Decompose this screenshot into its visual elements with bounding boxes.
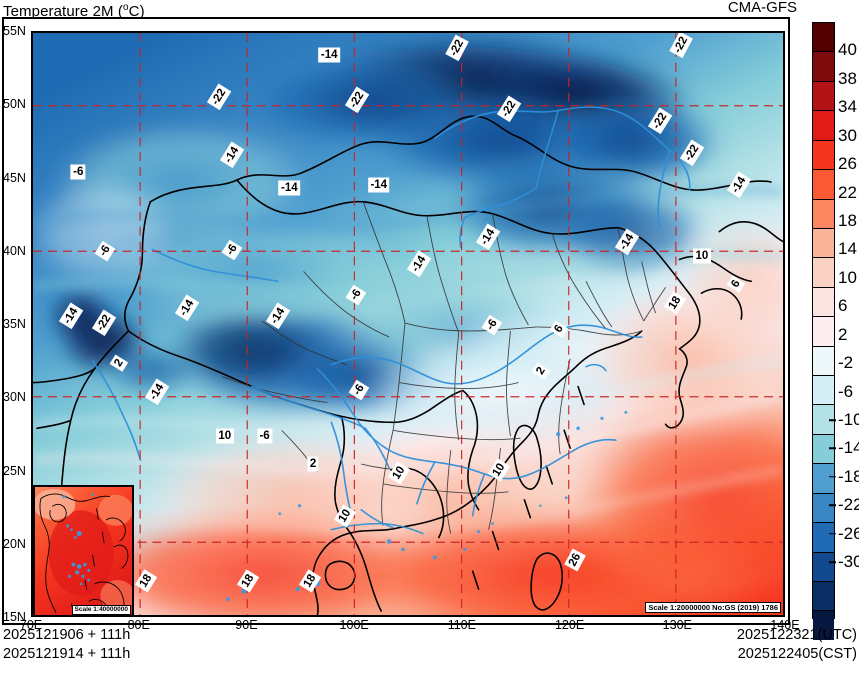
- water-specks: [225, 410, 628, 602]
- colorbar-band: [813, 404, 834, 434]
- colorbar-band: [813, 286, 834, 317]
- colorbar-tick--6: -6: [838, 381, 854, 401]
- lon-tick-130E: 130E: [662, 618, 692, 632]
- colorbar-band: [813, 433, 834, 464]
- province-borders: [221, 201, 666, 534]
- colorbar-tick-18: 18: [838, 211, 857, 230]
- map-plot-area[interactable]: -14 -22 -22 -6 -14 -22 -22 -22 -22 -22 -14 -14 -14 -6…: [31, 31, 785, 617]
- lon-tick-90E: 90E: [235, 618, 258, 632]
- colorbar-tick-14: 14: [838, 239, 857, 259]
- colorbar-tick--18: -18: [838, 466, 859, 486]
- contour-label: -14: [279, 181, 300, 196]
- colorbar-tick-2: 2: [838, 324, 848, 344]
- colorbar-bands: [812, 22, 835, 640]
- lat-tick-40N: 40N: [3, 243, 26, 258]
- lat-tick-45N: 45N: [3, 170, 26, 185]
- colorbar-tick--26: -26: [838, 523, 859, 543]
- colorbar-band: [813, 227, 834, 258]
- colorbar-band: [813, 581, 834, 611]
- lon-tick-120E: 120E: [554, 618, 585, 632]
- colorbar[interactable]: [812, 22, 835, 640]
- degree-symbol: o: [122, 2, 129, 13]
- contour-label: 10: [693, 248, 711, 263]
- colorbar-tick-26: 26: [838, 154, 857, 174]
- colorbar-band: [813, 610, 834, 640]
- page-title-unit: C): [128, 3, 145, 20]
- latlon-grid: [33, 33, 783, 615]
- colorbar-tick-30: 30: [838, 125, 857, 145]
- colorbar-band: [813, 375, 834, 405]
- colorbar-band: [813, 345, 834, 376]
- lat-tick-20N: 20N: [3, 536, 26, 551]
- page-title-text: Temperature 2M (: [3, 3, 123, 20]
- colorbar-tick-mark: [829, 532, 836, 535]
- lat-tick-30N: 30N: [3, 390, 26, 405]
- colorbar-band: [813, 316, 834, 346]
- contour-label: -14: [368, 178, 390, 193]
- contour-label: -14: [318, 47, 340, 62]
- colorbar-tick--10: -10: [838, 410, 859, 429]
- run-time-cst-label: 2025121914 + 111h: [3, 646, 131, 662]
- colorbar-tick-mark: [829, 561, 836, 563]
- colorbar-tick-mark: [829, 447, 836, 450]
- colorbar-tick--14: -14: [838, 438, 859, 458]
- colorbar-band: [813, 80, 834, 111]
- lon-tick-70E: 70E: [19, 618, 43, 632]
- run-time-utc-label: 2025121906 + 111h: [3, 627, 131, 643]
- valid-time-utc-label: 2025122321(UTC): [736, 627, 857, 643]
- colorbar-band: [813, 257, 834, 287]
- colorbar-tick-mark: [829, 419, 836, 421]
- contour-label: -6: [71, 165, 86, 180]
- inset-scale-label: Scale 1:40000000: [71, 605, 131, 615]
- lon-tick-100E: 100E: [339, 618, 369, 632]
- model-label: CMA-GFS: [727, 0, 797, 16]
- contour-label: 2: [307, 456, 319, 471]
- lat-tick-15N: 15N: [3, 610, 26, 624]
- colorbar-tick--2: -2: [838, 353, 854, 373]
- lat-tick-50N: 50N: [3, 97, 26, 112]
- lon-tick-140E: 140E: [770, 618, 800, 632]
- colorbar-band: [813, 198, 834, 228]
- colorbar-tick-34: 34: [838, 97, 857, 117]
- lon-tick-80E: 80E: [127, 618, 150, 632]
- colorbar-band: [813, 551, 834, 582]
- colorbar-band: [813, 463, 834, 493]
- colorbar-band: [813, 139, 834, 170]
- lon-tick-110E: 110E: [447, 618, 476, 632]
- inset-raster: [35, 487, 132, 615]
- colorbar-tick-38: 38: [838, 68, 857, 88]
- colorbar-tick-22: 22: [838, 182, 857, 202]
- map-scale-label: Scale 1:20000000 No:GS (2019) 1786: [645, 602, 781, 613]
- colorbar-band: [813, 492, 834, 523]
- lat-tick-55N: 55N: [3, 24, 26, 38]
- colorbar-band: [813, 23, 834, 52]
- contour-label: 10: [216, 428, 234, 443]
- colorbar-tick-40: 40: [838, 40, 857, 60]
- colorbar-tick-mark: [829, 476, 836, 478]
- lat-tick-35N: 35N: [3, 317, 26, 331]
- colorbar-tick--22: -22: [838, 495, 859, 515]
- colorbar-tick-mark: [829, 504, 836, 507]
- lat-tick-25N: 25N: [3, 463, 26, 478]
- colorbar-band: [813, 169, 834, 199]
- colorbar-band: [813, 110, 834, 140]
- colorbar-tick--30: -30: [838, 552, 859, 572]
- temperature-field: [33, 33, 783, 615]
- colorbar-tick-labels: 40 38 34 30 26 22 18 14 10 6 2 -2 -6 -10 -14 -18 -22 -26 -…: [812, 22, 859, 619]
- colorbar-band: [813, 522, 834, 552]
- colorbar-tick-6: 6: [838, 296, 848, 316]
- valid-time-cst-label: 2025122405(CST): [737, 646, 857, 662]
- inset-map-south-china-sea: Scale 1:40000000: [33, 485, 134, 615]
- colorbar-tick-10: 10: [838, 267, 857, 287]
- contour-label: -6: [257, 428, 272, 443]
- temperature-raster: [33, 33, 783, 615]
- colorbar-band: [813, 51, 834, 81]
- page-title: Temperature 2M (oC): [3, 0, 145, 21]
